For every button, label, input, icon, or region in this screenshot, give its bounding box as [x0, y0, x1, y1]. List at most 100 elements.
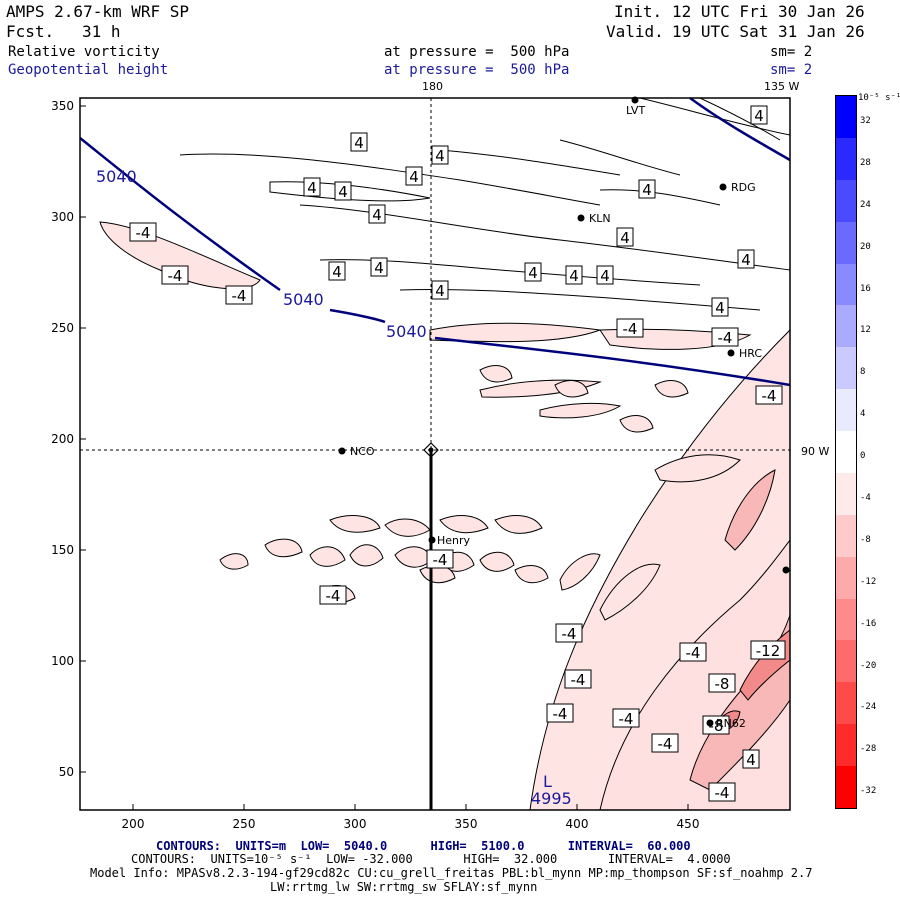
- vort-label-pos: 4: [435, 147, 445, 165]
- vort-label-neg: -4: [619, 710, 634, 728]
- vort-label-pos: 4: [741, 251, 751, 269]
- station-rn62: RN62: [716, 717, 746, 730]
- colorbar-swatch: [836, 472, 856, 515]
- vort-label-pos: 4: [569, 267, 579, 285]
- vort-label-neg: -4: [553, 705, 568, 723]
- init-label: Init.: [614, 2, 663, 21]
- field1-level: at pressure = 500 hPa: [384, 44, 570, 60]
- colorbar-label: 8: [860, 367, 866, 378]
- meridian-label-180: 180: [422, 80, 443, 93]
- height-contour-label: 5040: [386, 322, 427, 341]
- colorbar-swatch: [836, 137, 856, 180]
- colorbar-label: -24: [860, 702, 877, 713]
- vort-label-pos: 4: [354, 134, 364, 152]
- colorbar-swatch: [836, 514, 856, 557]
- station-dot: [727, 349, 735, 357]
- x-tick-label: 200: [122, 817, 145, 831]
- vort-label-pos: 4: [528, 264, 538, 282]
- y-tick-label: 50: [59, 765, 74, 779]
- x-tick-label: 350: [455, 817, 478, 831]
- colorbar-label: 0: [860, 451, 866, 462]
- colorbar-swatch: [836, 766, 856, 808]
- colorbar: [835, 95, 857, 809]
- vort-label-neg: -4: [686, 644, 701, 662]
- field1-name: Relative vorticity: [8, 44, 160, 60]
- station-rdg: RDG: [731, 181, 756, 194]
- forecast-hour: 31 h: [82, 22, 121, 41]
- vort-label-neg12: -12: [756, 642, 781, 660]
- colorbar-label: 24: [860, 199, 871, 210]
- vort-label-neg: -4: [326, 587, 341, 605]
- vort-label-pos: 4: [374, 259, 384, 277]
- colorbar-label: 16: [860, 283, 871, 294]
- intersection-marker: [423, 442, 439, 458]
- station-dot: [338, 447, 346, 455]
- vort-label-pos: 4: [754, 107, 764, 125]
- vort-label-pos: 4: [715, 299, 725, 317]
- colorbar-swatch: [836, 96, 856, 138]
- vort-label-pos: 4: [332, 263, 342, 281]
- valid-time: 19 UTC Sat 31 Jan 26: [672, 22, 865, 41]
- vort-label-neg: -4: [571, 671, 586, 689]
- model-info: Model Info: MPASv8.2.3-194-gf29cd82c CU:…: [90, 866, 813, 880]
- station-dot: [719, 183, 727, 191]
- model-title: AMPS 2.67-km WRF SP: [6, 2, 190, 21]
- height-contour-label: 5040: [96, 167, 137, 186]
- vorticity-contour-labels: 4 4 4 4 4 4 4 4 4 4 4 4 4 4 4 4 4 4 -4 -…: [129, 105, 786, 802]
- x-tick-label: 400: [566, 817, 589, 831]
- vort-label-pos: 4: [338, 183, 348, 201]
- colorbar-label: 4: [860, 409, 866, 420]
- y-tick-label: 350: [51, 99, 74, 113]
- colorbar-swatch: [836, 179, 856, 222]
- colorbar-swatch: [836, 431, 856, 473]
- colorbar-label: -16: [860, 618, 877, 629]
- colorbar-unit: 10⁻⁵ s⁻¹: [858, 93, 900, 103]
- vort-label-neg: -4: [715, 784, 730, 802]
- vort-label-neg: -4: [718, 329, 733, 347]
- x-tick-label: 250: [233, 817, 256, 831]
- colorbar-label: -28: [860, 744, 877, 755]
- vort-label-neg: -4: [658, 735, 673, 753]
- vort-label-pos: 4: [620, 229, 630, 247]
- vort-label-neg: -4: [623, 320, 638, 338]
- vort-label-pos: 4: [642, 181, 652, 199]
- vort-label-neg8: -8: [715, 675, 730, 693]
- vort-label-pos: 4: [746, 751, 756, 769]
- colorbar-swatch: [836, 724, 856, 766]
- y-tick-label: 200: [51, 432, 74, 446]
- colorbar-label: 32: [860, 116, 871, 127]
- colorbar-label: 20: [860, 241, 871, 252]
- colorbar-label: 12: [860, 325, 871, 336]
- field2-level: at pressure = 500 hPa: [384, 62, 570, 78]
- height-contour-label: 4995: [531, 789, 572, 808]
- vort-label-neg: -4: [433, 551, 448, 569]
- field1-smoothing: sm= 2: [770, 44, 813, 60]
- y-tick-label: 250: [51, 321, 74, 335]
- y-tick-label: 300: [51, 210, 74, 224]
- height-contour-info: CONTOURS: UNITS=m LOW= 5040.0 HIGH= 5100…: [156, 839, 691, 853]
- vort-label-neg: -4: [136, 224, 151, 242]
- vort-label-pos: 4: [372, 206, 382, 224]
- valid-label: Valid.: [606, 22, 664, 41]
- vort-label-pos: 4: [409, 168, 419, 186]
- colorbar-swatch: [836, 221, 856, 264]
- low-center-marker: L: [543, 772, 552, 791]
- init-time: 12 UTC Fri 30 Jan 26: [672, 2, 865, 21]
- colorbar-swatch: [836, 640, 856, 683]
- vort-label-pos: 4: [435, 282, 445, 300]
- colorbar-label: -32: [860, 786, 877, 797]
- colorbar-swatch: [836, 682, 856, 725]
- colorbar-label: -4: [860, 492, 871, 503]
- colorbar-swatch: [836, 263, 856, 306]
- station-kln: KLN: [589, 212, 611, 225]
- colorbar-label: -20: [860, 660, 877, 671]
- vort-label-neg: -4: [562, 625, 577, 643]
- station-dot: [631, 96, 639, 104]
- x-tick-label: 450: [677, 817, 700, 831]
- station-nco: NCO: [350, 445, 375, 458]
- vort-label-neg: -4: [168, 267, 183, 285]
- colorbar-swatch: [836, 347, 856, 390]
- plot-frame: [79, 97, 791, 811]
- colorbar-swatch: [836, 598, 856, 641]
